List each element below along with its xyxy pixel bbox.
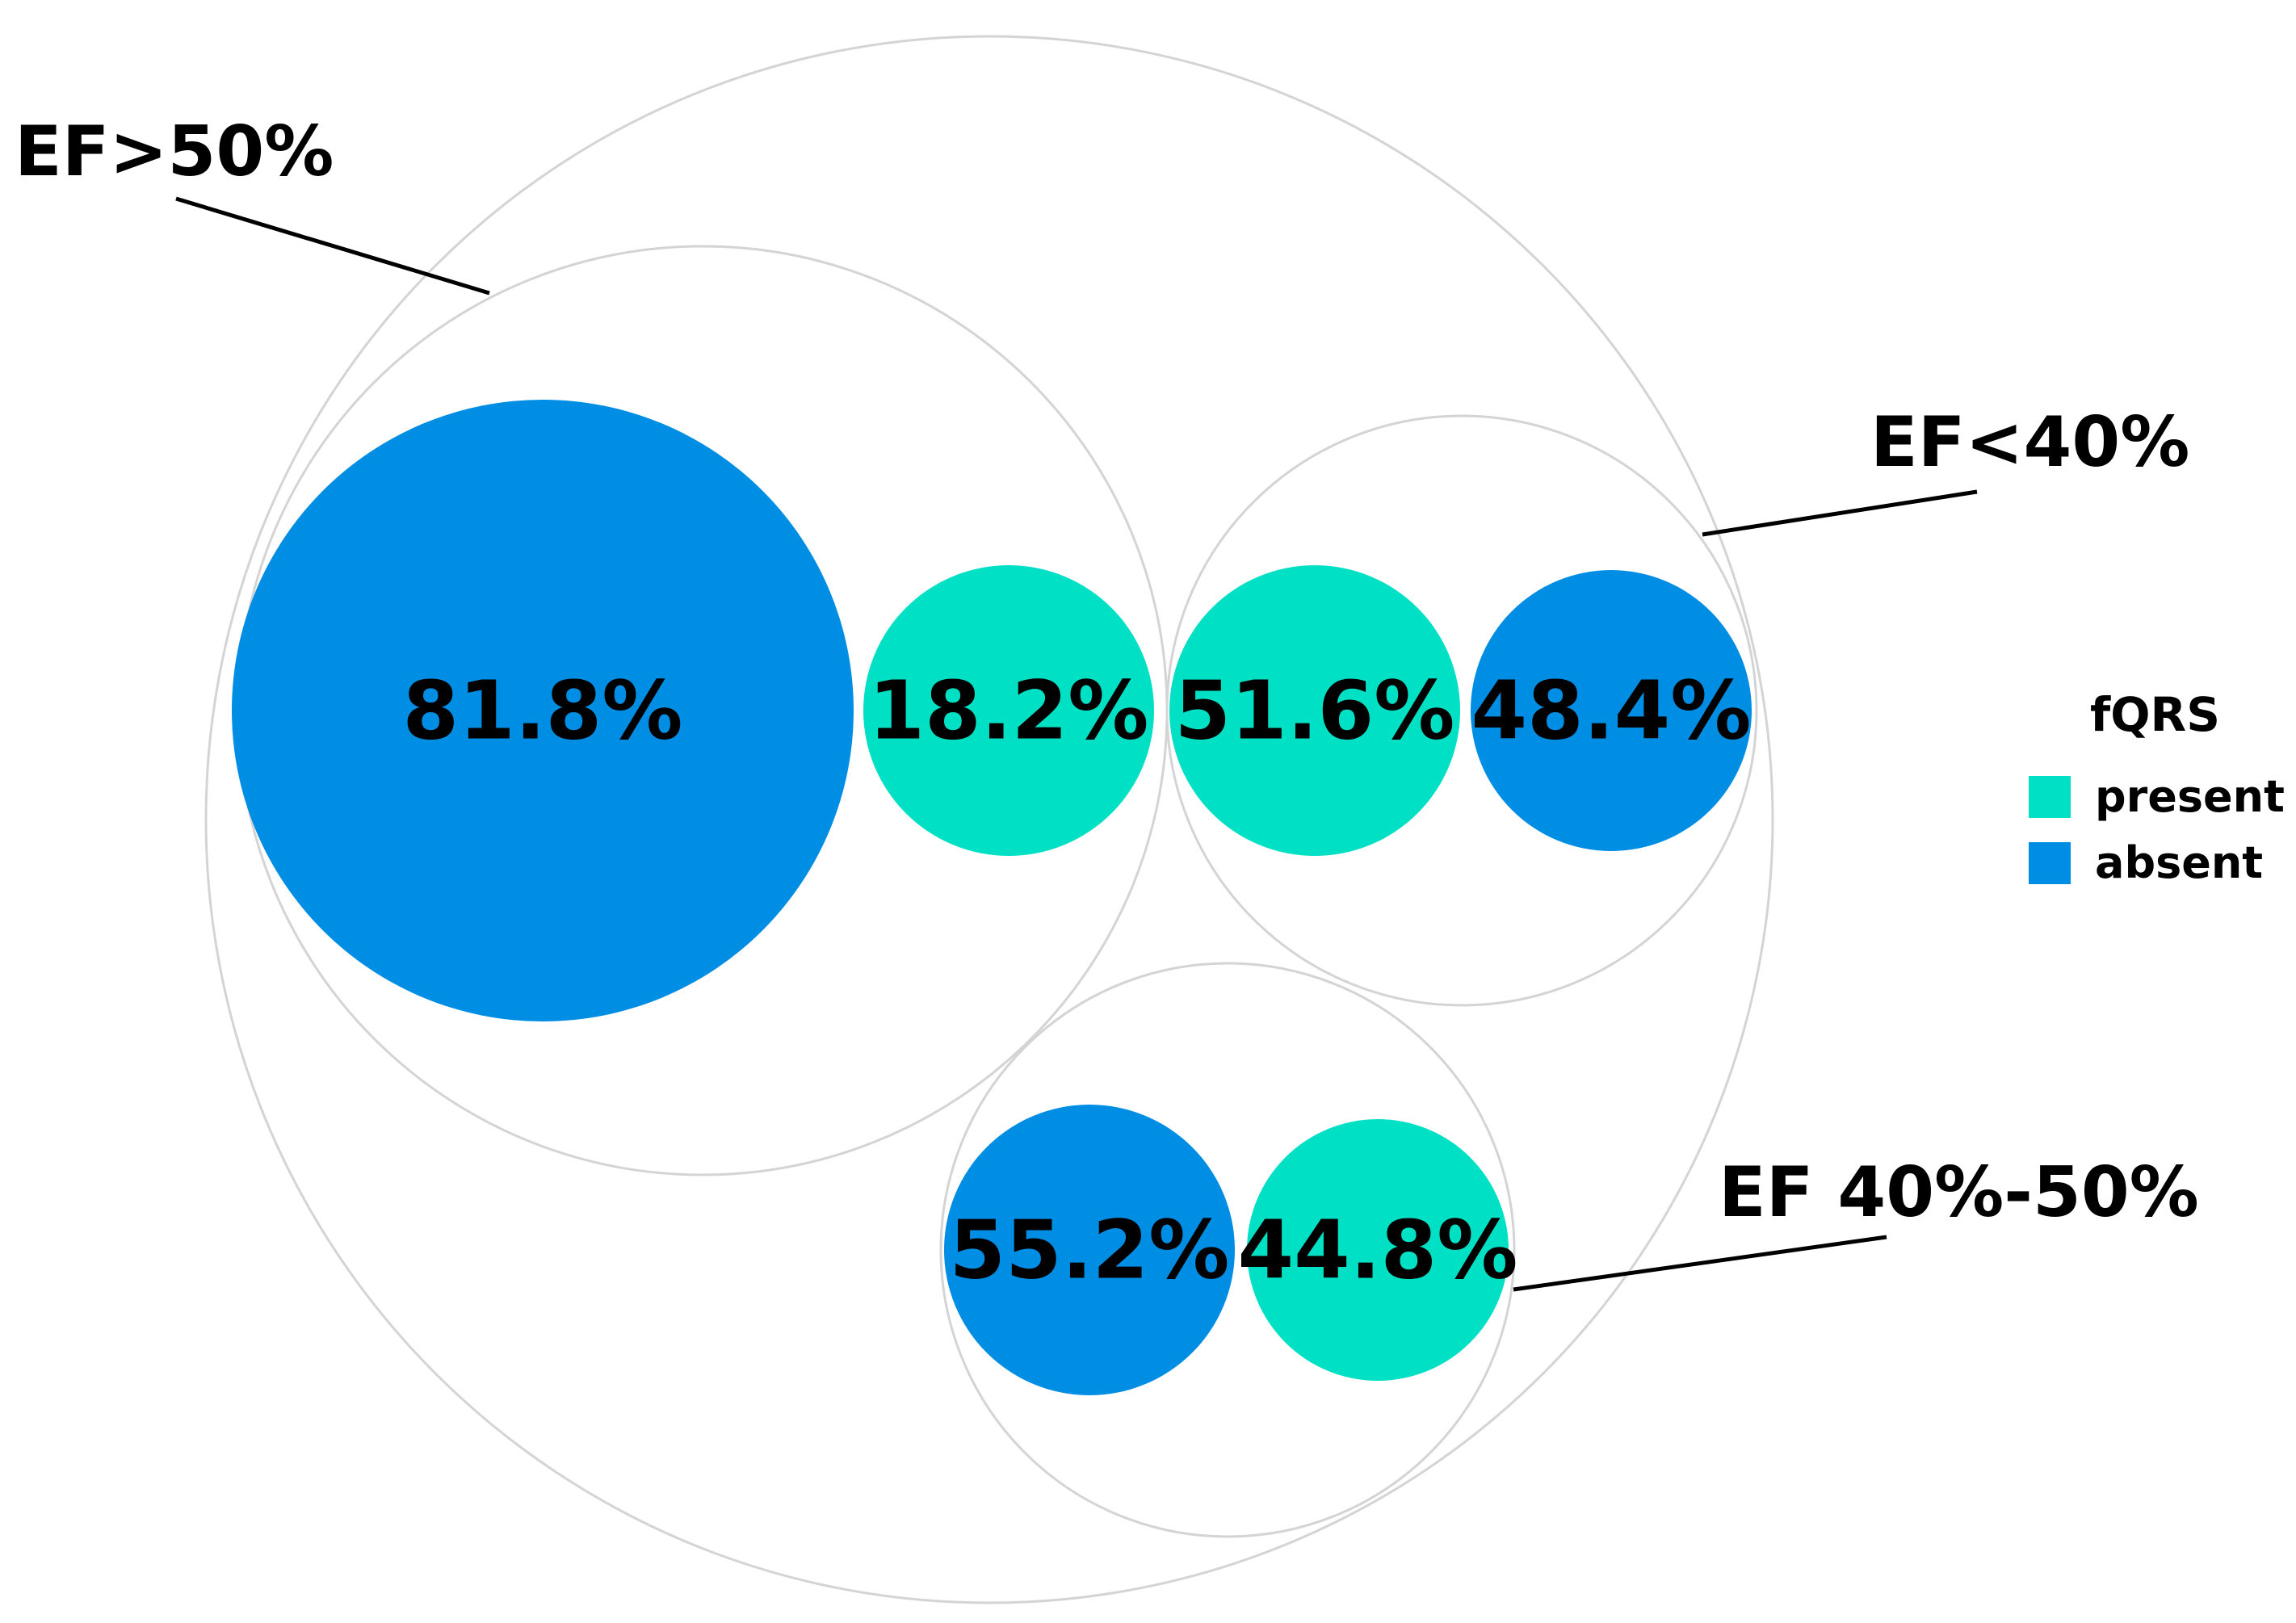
group-label-ef_gt50: EF>50% xyxy=(15,111,334,192)
group-circle-ef_lt40 xyxy=(1165,414,1758,1007)
value-circle-ef_40_50-absent xyxy=(944,1105,1235,1395)
legend-label-absent: absent xyxy=(2095,837,2263,888)
group-callouts: EF>50% EF<40% EF 40%-50% xyxy=(15,111,2199,1292)
legend-title: fQRS xyxy=(2090,687,2220,742)
group-circle-ef_40_50 xyxy=(939,962,1516,1538)
callout-line-ef_lt40 xyxy=(1702,489,1978,537)
outer-root-circle xyxy=(204,35,1774,1604)
group-label-ef_lt40: EF<40% xyxy=(1870,402,2189,483)
callout-line-ef_gt50 xyxy=(175,196,490,296)
callout-line-ef_40_50 xyxy=(1513,1235,1887,1292)
legend: fQRS present absent xyxy=(2029,687,2285,888)
value-label-ef_gt50-present: 18.2% xyxy=(869,664,1149,758)
legend-swatch-absent xyxy=(2029,842,2071,884)
value-circle-ef_40_50-present xyxy=(1247,1119,1509,1381)
value-circles: 81.8% 18.2% 51.6% 48.4% 55.2% 44.8% xyxy=(232,400,1752,1395)
value-label-ef_40_50-absent: 55.2% xyxy=(950,1203,1230,1298)
value-circle-ef_lt40-present xyxy=(1169,565,1460,856)
value-circle-ef_gt50-absent xyxy=(232,400,854,1021)
value-label-ef_gt50-absent: 81.8% xyxy=(403,664,683,758)
value-circle-ef_lt40-absent xyxy=(1471,570,1752,851)
value-label-ef_lt40-present: 51.6% xyxy=(1175,664,1455,758)
value-label-ef_40_50-present: 44.8% xyxy=(1238,1203,1518,1298)
group-label-ef_40_50: EF 40%-50% xyxy=(1719,1152,2199,1233)
legend-swatch-present xyxy=(2029,776,2071,818)
value-circle-ef_gt50-present xyxy=(863,565,1154,856)
value-label-ef_lt40-absent: 48.4% xyxy=(1471,664,1752,758)
group-outlines xyxy=(204,35,1774,1604)
legend-label-present: present xyxy=(2095,771,2285,822)
